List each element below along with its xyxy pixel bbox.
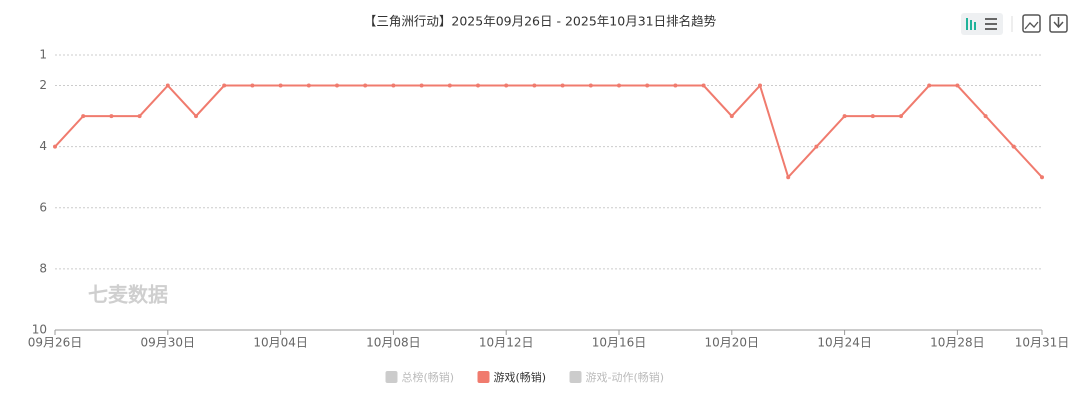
point <box>560 83 565 88</box>
x-tick-label: 10月04日 <box>253 336 308 350</box>
line <box>54 83 1043 180</box>
point <box>955 83 960 88</box>
download-button[interactable] <box>1049 14 1068 33</box>
point <box>250 83 255 88</box>
y-tick-label: 10 <box>32 323 47 337</box>
point <box>81 114 86 119</box>
x-tick-label: 10月31日 <box>1015 336 1070 350</box>
point <box>842 114 847 119</box>
icon <box>1024 21 1039 30</box>
chart-title: 【三角洲行动】2025年09月26日 - 2025年10月31日排名趋势 <box>364 14 717 29</box>
y-tick-label: 2 <box>39 78 47 92</box>
x-tick-label: 10月16日 <box>592 336 647 350</box>
point <box>532 83 537 88</box>
legend-swatch[interactable] <box>385 371 398 383</box>
point <box>758 83 762 88</box>
y-tick-label: 1 <box>39 48 47 62</box>
point <box>109 114 114 119</box>
point <box>165 83 170 88</box>
point <box>588 83 593 88</box>
point <box>1040 175 1044 180</box>
icon <box>970 20 972 30</box>
x-tick-label: 10月12日 <box>479 336 534 350</box>
point <box>363 83 368 88</box>
icon <box>985 28 997 30</box>
legend-label[interactable]: 游戏-动作(畅销) <box>586 370 665 384</box>
point <box>194 114 198 119</box>
point <box>786 175 791 180</box>
icon <box>974 22 976 30</box>
point <box>983 114 988 119</box>
y-tick-label: 8 <box>39 261 47 275</box>
point <box>899 114 903 119</box>
legend-swatch[interactable] <box>569 371 582 383</box>
point <box>814 144 819 149</box>
x-tick-label: 10月28日 <box>930 336 985 350</box>
x-tick-label: 09月26日 <box>28 336 83 350</box>
point <box>476 83 480 88</box>
x-tick-label: 09月30日 <box>141 336 196 350</box>
toolbar <box>961 13 1068 35</box>
point <box>870 114 875 119</box>
point <box>617 83 621 88</box>
point <box>419 83 424 88</box>
x-tick-label: 10月24日 <box>817 336 872 350</box>
x-tick-label: 10月08日 <box>366 336 421 350</box>
point <box>137 114 142 119</box>
point <box>927 83 932 88</box>
point <box>391 83 396 88</box>
watermark: 七麦数据 <box>88 283 168 307</box>
y-tick-label: 6 <box>39 200 47 214</box>
x-tick-label: 10月20日 <box>705 336 760 350</box>
point <box>447 83 452 88</box>
icon <box>985 18 997 20</box>
point <box>673 83 678 88</box>
point <box>53 144 57 149</box>
point <box>222 83 227 88</box>
icon <box>985 23 997 25</box>
y-tick-label: 4 <box>39 139 47 153</box>
image-button[interactable] <box>1022 14 1041 33</box>
icon <box>966 18 968 30</box>
legend-label[interactable]: 总榜(畅销) <box>402 370 455 384</box>
legend-label[interactable]: 游戏(畅销) <box>494 370 547 384</box>
point <box>645 83 650 88</box>
legend-swatch[interactable] <box>477 371 490 383</box>
point <box>504 83 509 88</box>
point <box>278 83 283 88</box>
point <box>306 83 311 88</box>
point <box>335 83 339 88</box>
point <box>729 114 734 119</box>
point <box>701 83 706 88</box>
point <box>1011 144 1016 149</box>
